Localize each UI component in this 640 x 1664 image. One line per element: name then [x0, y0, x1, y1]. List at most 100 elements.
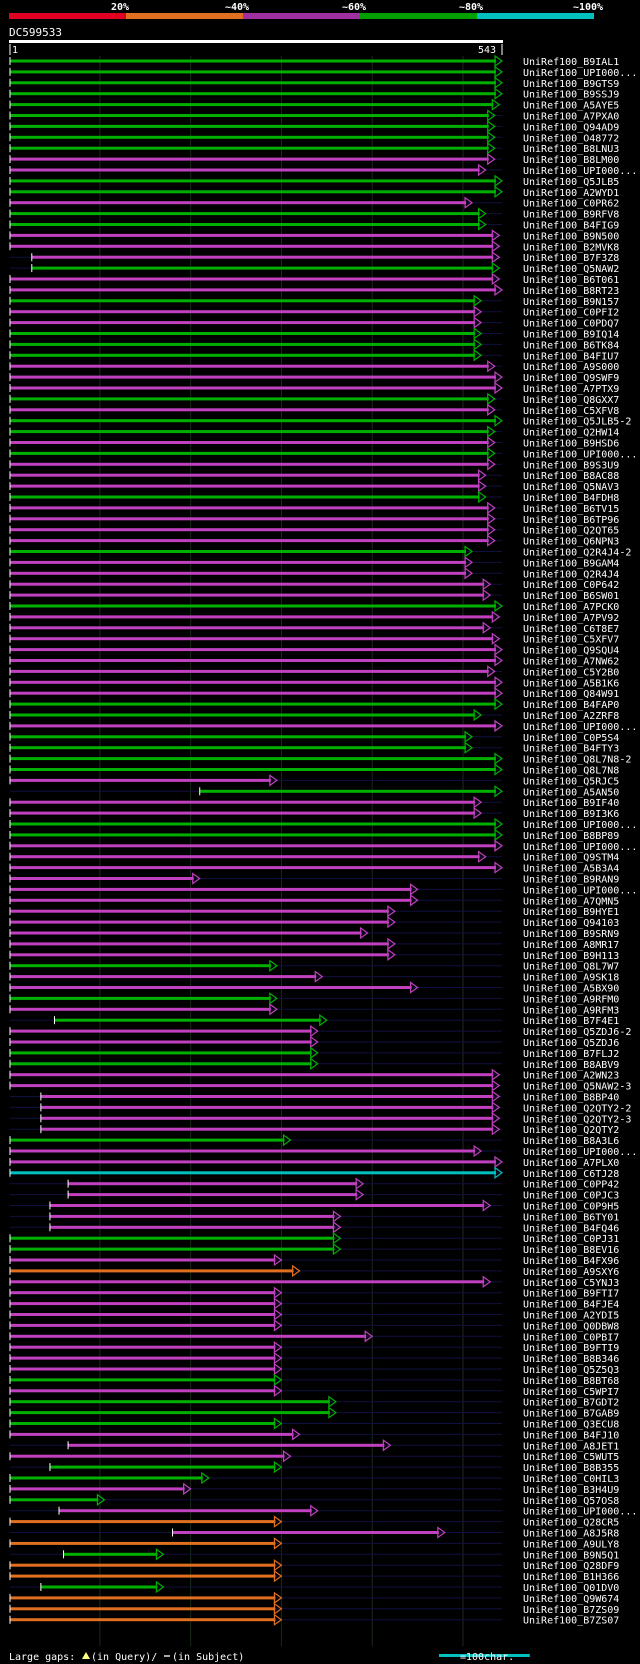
hit-row[interactable]: UniRef100_C6T8E7 — [9, 621, 619, 635]
hit-row[interactable]: UniRef100_B9GAM4 — [9, 556, 619, 569]
hit-label[interactable]: UniRef100_A2WYD1 — [523, 188, 619, 199]
hit-row[interactable]: UniRef100_B9I3K6 — [9, 806, 619, 820]
hit-label[interactable]: UniRef100_UPI000... — [523, 842, 637, 853]
hit-label[interactable]: UniRef100_Q2QTY2-3 — [523, 1114, 631, 1125]
hit-row[interactable]: UniRef100_A7PTX9 — [9, 381, 619, 395]
hit-row[interactable]: UniRef100_C0PFI2 — [9, 305, 619, 319]
hit-row[interactable]: UniRef100_Q2QT65 — [9, 523, 619, 537]
hit-label[interactable]: UniRef100_Q2QTY2-2 — [523, 1103, 631, 1114]
hit-row[interactable]: UniRef100_B8B346 — [9, 1351, 619, 1365]
hit-row[interactable]: UniRef100_A7NW62 — [9, 654, 619, 668]
hit-label[interactable]: UniRef100_B4FX96 — [523, 1256, 619, 1267]
hit-label[interactable]: UniRef100_B3H4U9 — [523, 1485, 619, 1496]
hit-row[interactable]: UniRef100_Q9STM4 — [9, 850, 619, 864]
hit-label[interactable]: UniRef100_B9HYE1 — [523, 907, 619, 918]
hit-label[interactable]: UniRef100_B8EV16 — [523, 1245, 619, 1256]
hit-row[interactable]: UniRef100_C5Y2B0 — [9, 665, 619, 678]
hit-label[interactable]: UniRef100_C0PFI2 — [523, 308, 619, 319]
hit-label[interactable]: UniRef100_B9H113 — [523, 951, 619, 962]
hit-label[interactable]: UniRef100_B4FJE4 — [523, 1300, 619, 1311]
hit-label[interactable]: UniRef100_Q8L7W7 — [523, 962, 619, 973]
hit-label[interactable]: UniRef100_B7F3Z8 — [523, 253, 619, 264]
hit-label[interactable]: UniRef100_UPI000... — [523, 820, 637, 831]
hit-label[interactable]: UniRef100_UPI000... — [523, 722, 637, 733]
hit-label[interactable]: UniRef100_C0PR62 — [523, 199, 619, 210]
hit-label[interactable]: UniRef100_B9I3K6 — [523, 809, 619, 820]
hit-label[interactable]: UniRef100_B9SRN9 — [523, 929, 619, 940]
hit-label[interactable]: UniRef100_A2WN23 — [523, 1071, 619, 1082]
hit-label[interactable]: UniRef100_B9FTI9 — [523, 1343, 619, 1354]
hit-label[interactable]: UniRef100_B8A3L6 — [523, 1136, 619, 1147]
hit-label[interactable]: UniRef100_UPI000... — [523, 1147, 637, 1158]
hit-row[interactable]: UniRef100_C5WUT5 — [9, 1450, 619, 1463]
hit-row[interactable]: UniRef100_B8LM00 — [9, 152, 619, 166]
hit-row[interactable]: UniRef100_B6TK84 — [9, 338, 619, 351]
hit-row[interactable]: UniRef100_Q2QTY2 — [10, 1123, 619, 1136]
hit-row[interactable]: UniRef100_B9SRN9 — [9, 926, 619, 940]
hit-label[interactable]: UniRef100_B7GAB9 — [523, 1409, 619, 1420]
hit-label[interactable]: UniRef100_A7PXA0 — [523, 112, 619, 123]
hit-label[interactable]: UniRef100_Q8L7N8 — [523, 766, 619, 777]
hit-label[interactable]: UniRef100_A5BX90 — [523, 984, 619, 995]
hit-label[interactable]: UniRef100_A7QMN5 — [523, 896, 619, 907]
hit-label[interactable]: UniRef100_A7PTX9 — [523, 384, 619, 395]
hit-row[interactable]: UniRef100_B9HYE1 — [9, 905, 619, 918]
hit-label[interactable]: UniRef100_Q8L7N8-2 — [523, 755, 631, 766]
hit-label[interactable]: UniRef100_Q3ECU8 — [523, 1420, 619, 1431]
hit-label[interactable]: UniRef100_A2ZRF8 — [523, 711, 619, 722]
hit-label[interactable]: UniRef100_Q28DF9 — [523, 1561, 619, 1572]
hit-row[interactable]: UniRef100_A7QMN5 — [9, 894, 619, 907]
hit-row[interactable]: UniRef100_B8BT68 — [9, 1373, 619, 1387]
hit-row[interactable]: UniRef100_B4FJ10 — [9, 1428, 619, 1441]
hit-label[interactable]: UniRef100_Q9W674 — [523, 1594, 619, 1605]
hit-row[interactable]: UniRef100_B7ZS09 — [9, 1602, 619, 1616]
hit-label[interactable]: UniRef100_Q8GXX7 — [523, 395, 619, 406]
hit-row[interactable]: UniRef100_Q5NAW2-3 — [9, 1079, 631, 1093]
hit-row[interactable]: UniRef100_UPI000... — [9, 447, 637, 460]
hit-row[interactable]: UniRef100_Q5ZDJ6 — [9, 1035, 619, 1049]
hit-label[interactable]: UniRef100_B9HSD6 — [523, 439, 619, 450]
hit-row[interactable]: UniRef100_B9GTS9 — [9, 76, 619, 90]
hit-row[interactable]: UniRef100_C0HIL3 — [9, 1471, 619, 1485]
hit-row[interactable]: UniRef100_Q3ECU8 — [9, 1417, 619, 1431]
hit-label[interactable]: UniRef100_C0PDQ7 — [523, 319, 619, 330]
hit-label[interactable]: UniRef100_B4FJ10 — [523, 1430, 619, 1441]
hit-row[interactable]: UniRef100_Q5NAW2 — [10, 261, 619, 275]
hit-row[interactable]: UniRef100_B8ABV9 — [9, 1057, 619, 1071]
hit-label[interactable]: UniRef100_C0PP42 — [523, 1180, 619, 1191]
hit-label[interactable]: UniRef100_B4FTY3 — [523, 744, 619, 755]
hit-row[interactable]: UniRef100_B8BP89 — [9, 828, 619, 842]
hit-row[interactable]: UniRef100_B9IQ14 — [9, 327, 619, 341]
hit-label[interactable]: UniRef100_B8BP40 — [523, 1093, 619, 1104]
hit-label[interactable]: UniRef100_C0PJ31 — [523, 1234, 619, 1245]
hit-label[interactable]: UniRef100_B9FTI7 — [523, 1289, 619, 1300]
hit-row[interactable]: UniRef100_B7ZS07 — [9, 1613, 619, 1627]
hit-label[interactable]: UniRef100_B7GDT2 — [523, 1398, 619, 1409]
hit-label[interactable]: UniRef100_B9GAM4 — [523, 558, 619, 569]
hit-label[interactable]: UniRef100_A5B3A4 — [523, 864, 619, 875]
hit-row[interactable]: UniRef100_B8A3L6 — [9, 1133, 619, 1147]
hit-label[interactable]: UniRef100_B9GTS9 — [523, 79, 619, 90]
hit-label[interactable]: UniRef100_A8MR17 — [523, 940, 619, 951]
hit-row[interactable]: UniRef100_A5AYE5 — [9, 98, 619, 112]
hit-label[interactable]: UniRef100_B8AC88 — [523, 471, 619, 482]
hit-label[interactable]: UniRef100_B7FLJ2 — [523, 1049, 619, 1060]
hit-label[interactable]: UniRef100_UPI000... — [523, 68, 637, 79]
hit-row[interactable]: UniRef100_B4FQ46 — [10, 1221, 619, 1234]
hit-row[interactable]: UniRef100_B9RFV8 — [9, 207, 619, 221]
hit-label[interactable]: UniRef100_C5Y2B0 — [523, 667, 619, 678]
hit-label[interactable]: UniRef100_B9IF40 — [523, 798, 619, 809]
hit-label[interactable]: UniRef100_A5B1K6 — [523, 678, 619, 689]
hit-row[interactable]: UniRef100_O48772 — [9, 131, 619, 144]
hit-label[interactable]: UniRef100_B7ZS09 — [523, 1605, 619, 1616]
hit-row[interactable]: UniRef100_B8EV16 — [9, 1242, 619, 1256]
hit-row[interactable]: UniRef100_B6TP96 — [9, 512, 619, 526]
hit-label[interactable]: UniRef100_C6T8E7 — [523, 624, 619, 635]
hit-label[interactable]: UniRef100_C5XFV7 — [523, 635, 619, 646]
hit-row[interactable]: UniRef100_Q2HW14 — [9, 425, 619, 439]
hit-label[interactable]: UniRef100_B4FAP0 — [523, 700, 619, 711]
hit-label[interactable]: UniRef100_Q5Z5Q3 — [523, 1365, 619, 1376]
hit-label[interactable]: UniRef100_C5WUT5 — [523, 1452, 619, 1463]
hit-label[interactable]: UniRef100_A9SK18 — [523, 973, 619, 984]
hit-label[interactable]: UniRef100_B9S3U9 — [523, 460, 619, 471]
